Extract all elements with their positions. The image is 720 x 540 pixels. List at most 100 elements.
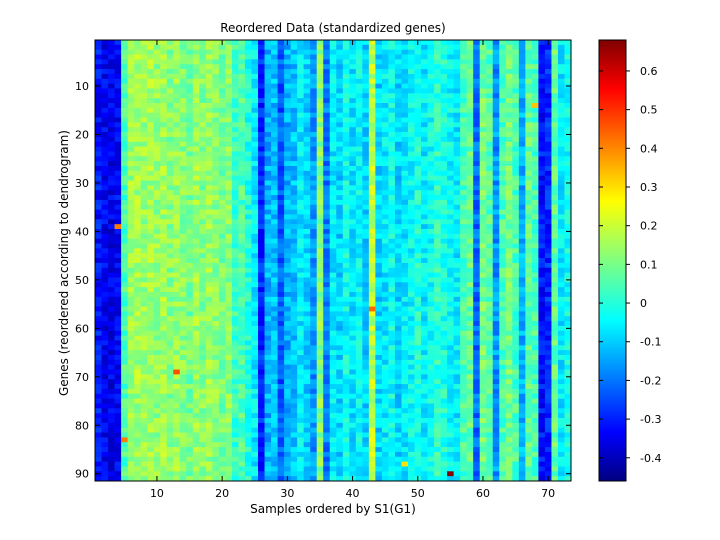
- heatmap-cell: [238, 141, 246, 148]
- heatmap-cell: [531, 73, 539, 80]
- heatmap-cell: [466, 54, 474, 60]
- heatmap-cell: [310, 364, 318, 370]
- heatmap-cell: [95, 233, 102, 240]
- heatmap-cell: [368, 364, 376, 370]
- heatmap-cell: [499, 258, 507, 264]
- heatmap-cell: [434, 83, 441, 89]
- heatmap-cell: [414, 44, 422, 51]
- heatmap-cell: [192, 103, 200, 109]
- heatmap-cell: [264, 214, 272, 220]
- heatmap-cell: [205, 44, 213, 51]
- heatmap-cell: [225, 103, 233, 109]
- heatmap-cell: [199, 151, 207, 157]
- heatmap-cell: [310, 78, 318, 85]
- heatmap-cell: [460, 214, 468, 220]
- heatmap-cell: [499, 161, 507, 167]
- heatmap-cell: [518, 301, 526, 307]
- heatmap-cell: [564, 233, 572, 240]
- heatmap-cell: [349, 345, 357, 351]
- heatmap-cell: [512, 238, 520, 244]
- heatmap-cell: [336, 40, 344, 46]
- heatmap-cell: [290, 73, 298, 80]
- heatmap-cell: [271, 170, 278, 177]
- heatmap-cell: [258, 136, 265, 143]
- heatmap-cell: [375, 253, 383, 259]
- heatmap-cell: [518, 49, 526, 55]
- heatmap-cell: [225, 98, 233, 104]
- heatmap-cell: [297, 369, 305, 375]
- heatmap-cell: [505, 229, 513, 235]
- heatmap-cell: [381, 69, 389, 75]
- heatmap-cell: [440, 345, 448, 351]
- heatmap-cell: [479, 292, 487, 298]
- heatmap-cell: [258, 185, 265, 191]
- heatmap-cell: [251, 59, 259, 65]
- heatmap-cell: [466, 238, 474, 244]
- heatmap-cell: [538, 107, 546, 114]
- heatmap-cell: [179, 248, 187, 254]
- heatmap-cell: [153, 224, 161, 230]
- heatmap-cell: [349, 214, 357, 220]
- heatmap-cell: [427, 190, 435, 196]
- heatmap-cell: [95, 195, 102, 201]
- heatmap-cell: [466, 64, 474, 70]
- heatmap-cell: [179, 209, 187, 215]
- heatmap-cell: [101, 146, 109, 152]
- heatmap-cell: [407, 170, 415, 177]
- heatmap-cell: [499, 316, 507, 322]
- heatmap-cell: [466, 83, 474, 89]
- heatmap-cell: [407, 69, 415, 75]
- heatmap-cell: [394, 209, 402, 215]
- heatmap-cell: [407, 330, 415, 337]
- heatmap-cell: [342, 345, 350, 351]
- heatmap-cell: [518, 103, 526, 109]
- heatmap-cell: [101, 170, 109, 177]
- heatmap-cell: [564, 112, 572, 118]
- heatmap-cell: [466, 112, 474, 118]
- heatmap-cell: [394, 301, 402, 307]
- heatmap-cell: [499, 117, 507, 123]
- heatmap-cell: [388, 117, 396, 123]
- heatmap-cell: [388, 229, 396, 235]
- heatmap-cell: [179, 83, 187, 89]
- heatmap-cell: [473, 141, 481, 148]
- heatmap-cell: [355, 195, 363, 201]
- heatmap-cell: [551, 64, 559, 70]
- heatmap-cell: [505, 190, 513, 196]
- heatmap-cell: [277, 185, 285, 191]
- heatmap-cell: [499, 93, 507, 99]
- heatmap-cell: [179, 321, 187, 327]
- heatmap-cell: [297, 253, 305, 259]
- heatmap-cell: [121, 195, 128, 201]
- heatmap-cell: [231, 107, 239, 114]
- heatmap-cell: [166, 64, 174, 70]
- heatmap-cell: [381, 180, 389, 186]
- heatmap-cell: [108, 253, 115, 259]
- heatmap-cell: [505, 166, 513, 172]
- heatmap-cell: [140, 64, 148, 70]
- heatmap-cell: [114, 272, 122, 278]
- heatmap-cell: [473, 175, 481, 181]
- heatmap-cell: [199, 107, 207, 114]
- heatmap-cell: [277, 88, 285, 94]
- heatmap-cell: [231, 229, 239, 235]
- heatmap-cell: [290, 40, 298, 46]
- heatmap-cell: [205, 224, 213, 230]
- heatmap-cell: [251, 107, 259, 114]
- heatmap-cell: [447, 345, 455, 351]
- heatmap-cell: [225, 175, 233, 181]
- heatmap-cell: [355, 301, 363, 307]
- heatmap-cell: [336, 253, 344, 259]
- heatmap-cell: [271, 199, 278, 206]
- heatmap-cell: [212, 229, 220, 235]
- heatmap-cell: [557, 199, 565, 206]
- heatmap-cell: [290, 301, 298, 307]
- heatmap-cell: [244, 345, 252, 351]
- heatmap-cell: [160, 40, 168, 46]
- heatmap-cell: [499, 204, 507, 211]
- heatmap-cell: [342, 127, 350, 133]
- heatmap-cell: [557, 40, 565, 46]
- heatmap-cell: [323, 364, 331, 370]
- heatmap-cell: [440, 151, 448, 157]
- heatmap-cell: [218, 243, 226, 249]
